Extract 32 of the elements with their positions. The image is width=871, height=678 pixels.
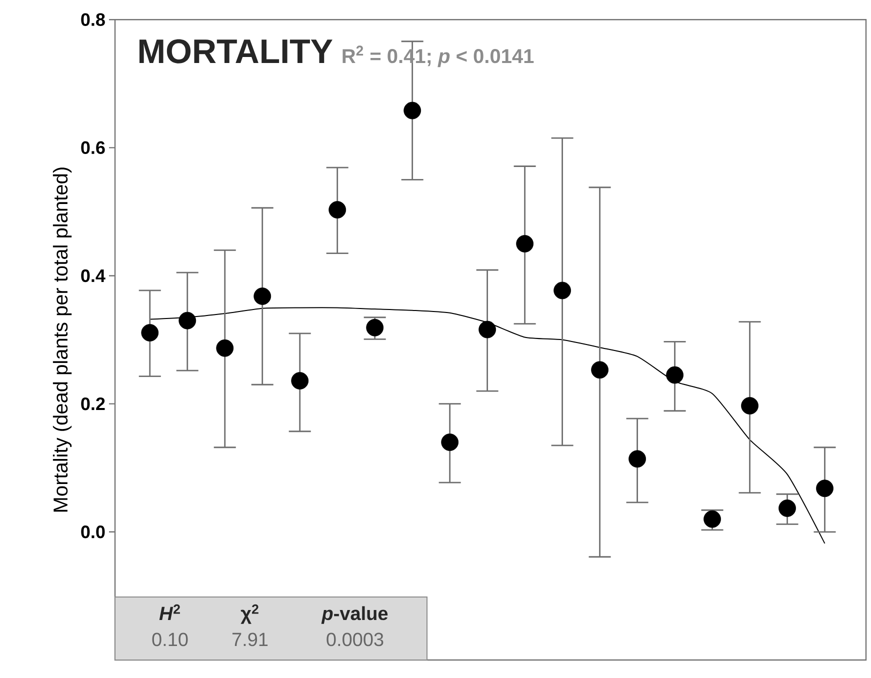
point (741, 397, 758, 414)
annotation: 7.91 (232, 632, 268, 646)
point (478, 320, 496, 338)
y-tick-label: 0.0 (81, 526, 105, 538)
point (216, 339, 234, 357)
annotation: 0.0003 (326, 632, 384, 646)
annotation: H$^{2}$ (159, 604, 180, 620)
point (516, 235, 534, 252)
point (816, 480, 834, 498)
point (441, 434, 459, 451)
chart-title: MORTALITY (139, 39, 332, 64)
annotation: 0.10 (152, 632, 188, 646)
y-tick-label: 0.2 (81, 397, 105, 410)
point (328, 201, 346, 218)
y-tick-label: 0.6 (81, 141, 105, 154)
point (254, 288, 272, 305)
point (404, 102, 422, 120)
line-series (149, 307, 826, 544)
point (628, 450, 646, 468)
annotation: χ$^{2}$ (240, 604, 258, 624)
point (141, 324, 159, 342)
y-tick-label: 0.4 (81, 269, 106, 282)
point (554, 282, 572, 300)
y-axis-title: Mortality (dead plants per total planted) (52, 168, 72, 512)
annotation: p-value (321, 606, 388, 624)
point (178, 312, 196, 330)
point (291, 372, 309, 390)
point (778, 500, 796, 517)
y-tick-label: 0.8 (81, 13, 105, 26)
point (591, 361, 608, 379)
point (366, 318, 384, 336)
point (666, 366, 684, 384)
